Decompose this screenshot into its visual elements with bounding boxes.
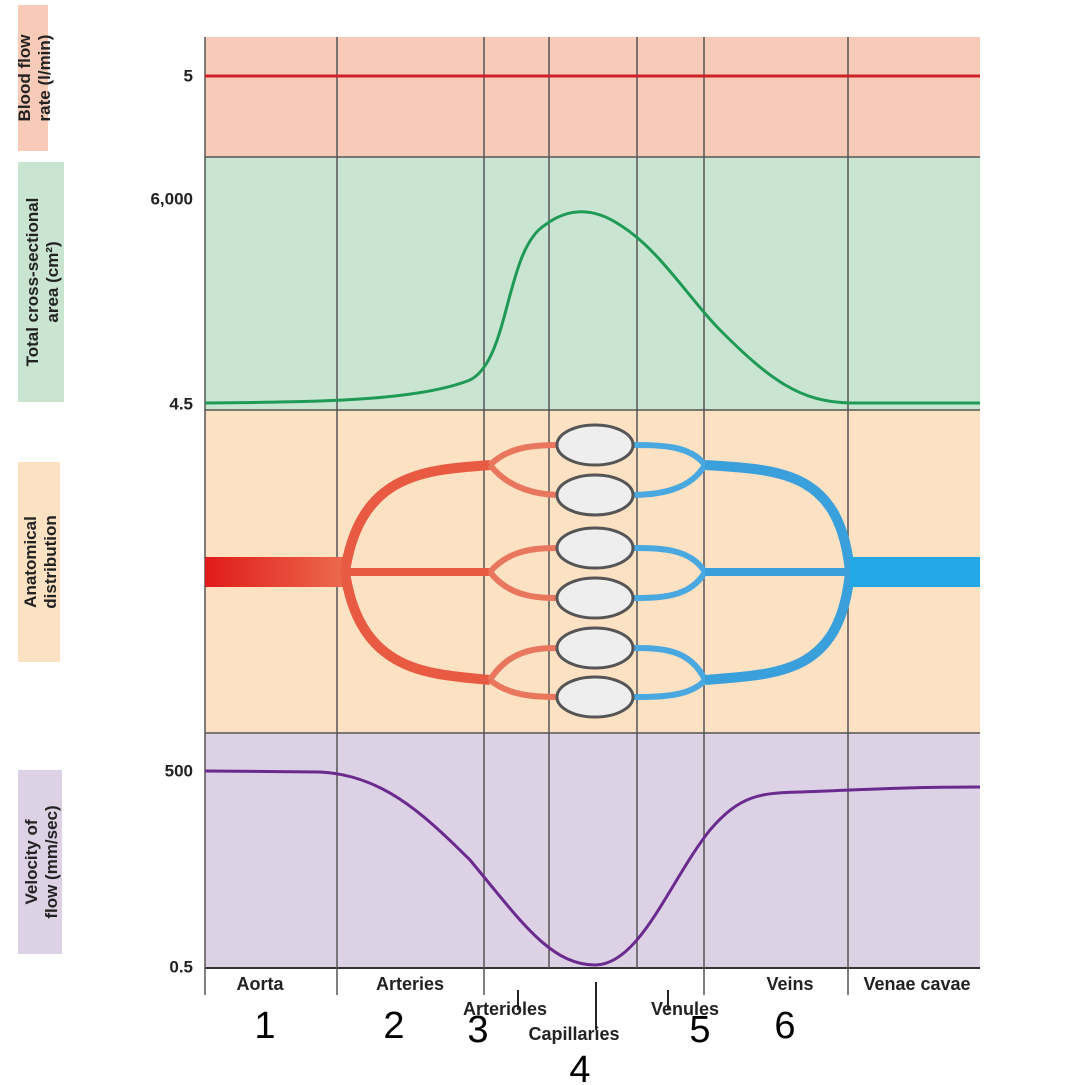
label-bg	[18, 462, 60, 662]
area-curve	[204, 210, 980, 405]
segment-label: Veins	[766, 974, 813, 994]
panel-label: Velocity offlow (mm/sec)	[22, 805, 61, 918]
number-label: 2	[383, 1005, 404, 1047]
panel-label: Anatomicaldistribution	[21, 515, 60, 608]
segment-label: Venae cavae	[863, 974, 970, 994]
segment-label: Arterioles	[463, 999, 547, 1019]
separators	[204, 37, 849, 995]
velocity-curve	[204, 769, 981, 967]
number-label: 6	[774, 1005, 795, 1047]
vessel-diagram	[205, 423, 980, 719]
number-label: 3	[467, 1009, 488, 1051]
segment-label: Aorta	[236, 974, 284, 994]
number-label: 1	[254, 1005, 275, 1047]
number-label: 5	[689, 1009, 710, 1051]
panel-label: Total cross-sectionalarea (cm²)	[23, 198, 62, 367]
tick-label: 6,000	[150, 189, 193, 208]
segment-label: Arteries	[376, 974, 444, 994]
label-bg	[18, 770, 62, 954]
panel-bg	[205, 37, 980, 157]
tick-label: 500	[165, 761, 193, 780]
panel-label: Blood flowrate (l/min)	[15, 34, 54, 122]
segment-label: Venules	[651, 999, 719, 1019]
label-bg	[18, 162, 64, 402]
label-bg	[18, 5, 48, 151]
tick-label: 4.5	[169, 394, 193, 413]
panel-bg	[205, 157, 980, 410]
segment-label: Capillaries	[528, 1024, 619, 1044]
tick-label: 5	[184, 66, 193, 85]
panel-bg	[205, 733, 980, 968]
tick-label: 0.5	[169, 957, 193, 976]
number-label: 4	[569, 1049, 590, 1085]
arrows	[517, 982, 669, 1030]
